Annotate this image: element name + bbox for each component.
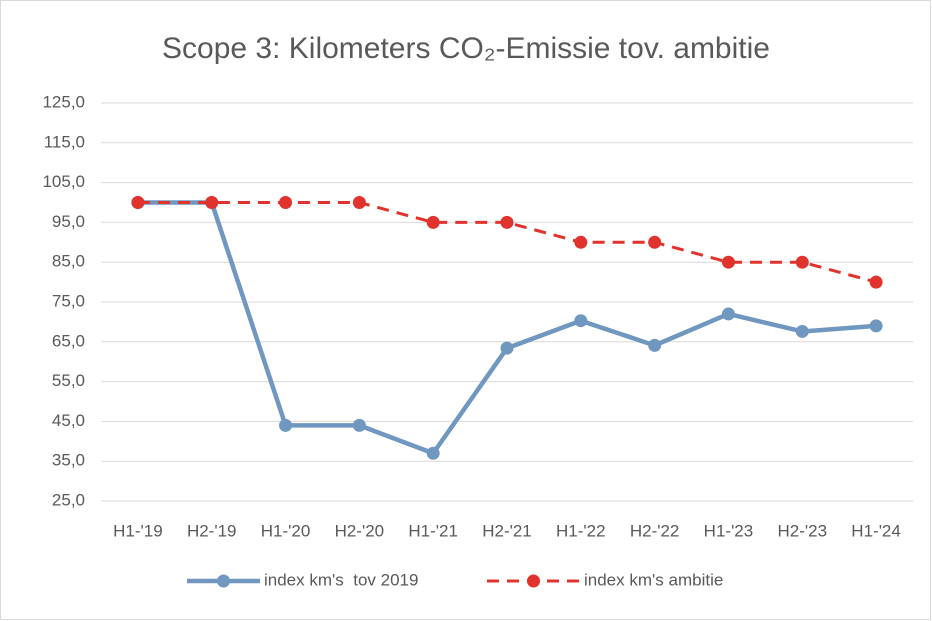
data-point <box>648 235 662 249</box>
data-point <box>426 215 440 229</box>
y-tick-label: 75,0 <box>52 291 85 310</box>
x-tick-label: H1-'19 <box>113 521 163 540</box>
x-tick-label: H1-'24 <box>851 521 901 540</box>
data-point <box>574 314 588 328</box>
legend-entry: index km's ambitie <box>487 570 723 589</box>
y-tick-label: 115,0 <box>44 132 85 151</box>
data-point <box>795 324 809 338</box>
y-tick-label: 105,0 <box>42 172 85 191</box>
y-tick-label: 125,0 <box>42 92 85 111</box>
chart-title: Scope 3: Kilometers CO₂-Emissie tov. amb… <box>162 32 770 65</box>
legend-marker <box>217 574 230 588</box>
y-tick-label: 95,0 <box>52 212 85 231</box>
data-point <box>131 196 145 209</box>
x-tick-label: H2-'22 <box>630 521 680 540</box>
x-tick-label: H2-'19 <box>187 521 237 540</box>
data-point <box>869 275 883 289</box>
data-point <box>500 215 514 229</box>
data-point <box>721 255 735 269</box>
x-tick-label: H1-'23 <box>704 521 754 540</box>
legend-marker <box>527 574 540 588</box>
data-point <box>574 235 588 249</box>
y-tick-label: 85,0 <box>52 252 85 271</box>
data-point <box>352 418 366 432</box>
legend-entry: index km's tov 2019 <box>187 570 418 589</box>
data-point <box>795 255 809 269</box>
legend-label: index km's ambitie <box>584 570 723 589</box>
data-point <box>205 196 219 209</box>
data-point <box>648 338 662 352</box>
data-point <box>352 196 366 209</box>
data-point <box>721 307 735 321</box>
data-point <box>500 341 514 355</box>
data-point <box>279 418 293 432</box>
x-tick-label: H2-'21 <box>482 521 532 540</box>
data-point <box>869 319 883 333</box>
y-tick-label: 25,0 <box>52 490 85 509</box>
x-tick-label: H1-'22 <box>556 521 606 540</box>
y-tick-label: 65,0 <box>52 331 85 350</box>
data-point <box>279 196 293 209</box>
x-tick-label: H2-'20 <box>335 521 385 540</box>
legend-label: index km's tov 2019 <box>264 570 418 589</box>
x-tick-label: H1-'21 <box>408 521 458 540</box>
x-tick-label: H1-'20 <box>261 521 311 540</box>
y-tick-label: 45,0 <box>52 411 85 430</box>
y-tick-label: 55,0 <box>52 371 85 390</box>
y-tick-label: 35,0 <box>52 451 85 470</box>
x-tick-label: H2-'23 <box>777 521 827 540</box>
data-point <box>426 446 440 460</box>
